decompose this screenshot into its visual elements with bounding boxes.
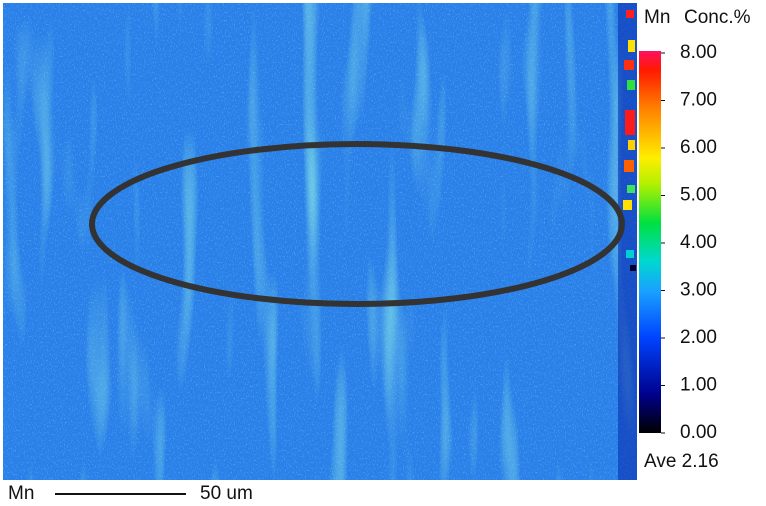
colorbar-tick-label: 3.00 (680, 280, 717, 301)
colorbar-tick-label: 0.00 (680, 422, 717, 443)
map-edge (618, 3, 637, 480)
colorbar-tick-label: 4.00 (680, 232, 717, 253)
colorbar-ticks: 8.00 7.00 6.00 5.00 4.00 3.00 2.00 1.00 0.00 (661, 42, 717, 443)
colorbar-tick-label: 5.00 (680, 185, 717, 206)
map-element-label: Mn (8, 483, 34, 504)
scale-bar-label: 50 um (200, 483, 253, 504)
colorbar-tick-label: 6.00 (680, 137, 717, 158)
colorbar-element: Mn (644, 7, 670, 28)
colorbar-tick-label: 7.00 (680, 90, 717, 111)
element-map (3, 3, 637, 480)
colorbar (639, 51, 661, 433)
average-label: Ave 2.16 (644, 451, 719, 472)
page: Mn 50 um Mn Conc.% 8.00 7.00 6.00 5.00 4.00 3… (0, 0, 766, 506)
colorbar-tick-label: 2.00 (680, 327, 717, 348)
colorbar-tick-label: 8.00 (680, 42, 717, 63)
colorbar-unit: Conc.% (684, 7, 751, 28)
colorbar-tick-label: 1.00 (680, 375, 717, 396)
element-map-view: Mn 50 um Mn Conc.% 8.00 7.00 6.00 5.00 4.00 3… (0, 0, 766, 506)
